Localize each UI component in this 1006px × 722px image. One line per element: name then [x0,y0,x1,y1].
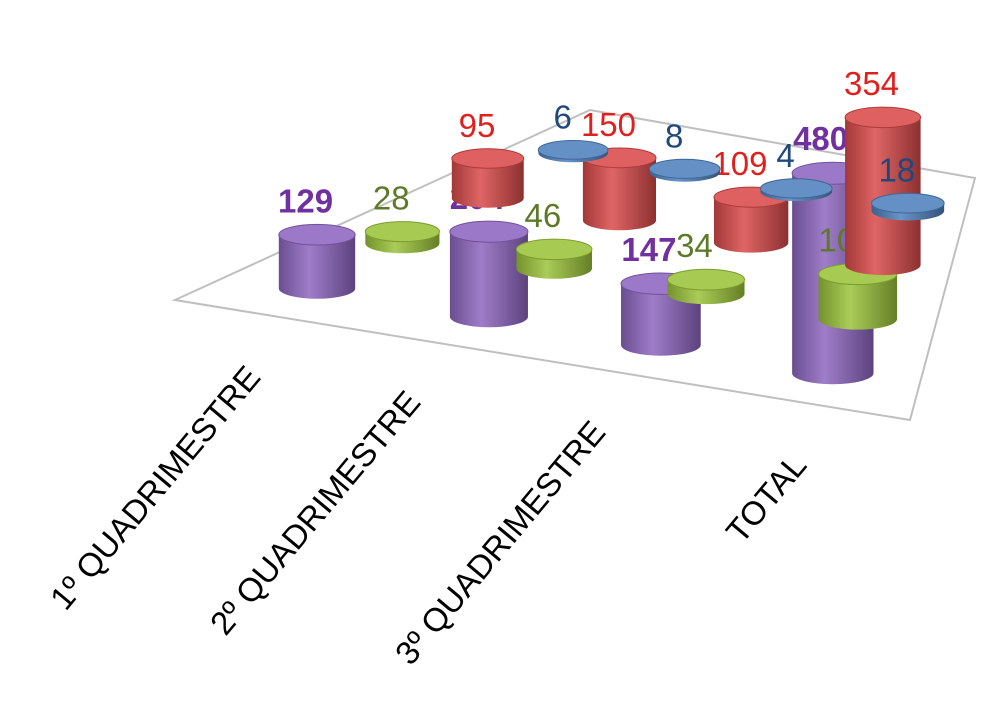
category-label-1: 1º QUADRIMESTRE [43,359,268,617]
cylinder-series-3-cat-3 [666,268,746,305]
cylinder-series-1-cat-1 [537,139,609,163]
cylinder-top [648,158,721,179]
cylinder-series-1-cat-4 [871,192,945,221]
data-label-series-1-cat-3: 4 [776,137,794,174]
category-label-4: TOTAL [719,447,814,550]
cylinder-body [818,274,898,330]
cylinder-top [537,139,609,160]
data-label-series-1-cat-2: 8 [665,117,683,154]
data-label-series-4-cat-3: 147 [621,231,676,268]
data-label-series-3-cat-1: 28 [373,180,410,217]
cylinder-top [278,223,356,246]
category-label-2: 2º QUADRIMESTRE [203,384,428,642]
data-label-series-4-cat-1: 129 [278,182,333,219]
cylinder-series-3-cat-1 [364,221,440,254]
data-label-series-3-cat-2: 46 [524,197,561,234]
cylinder-body [582,157,657,231]
cylinder-top [871,192,945,214]
data-label-series-2-cat-3: 109 [712,145,767,182]
data-label-series-2-cat-1: 95 [459,107,496,144]
data-label-series-2-cat-4: 354 [844,65,899,102]
cylinder-body [621,283,701,356]
cylinder-top [364,221,440,243]
cylinder-series-4-cat-1 [278,223,356,299]
cylinder-top [666,268,746,291]
cylinder-top [451,148,525,169]
data-label-series-4-cat-4: 480 [793,120,848,157]
cylinder-series-2-cat-4 [844,106,922,276]
data-label-series-2-cat-2: 150 [581,106,636,143]
cylinder-series-4-cat-2 [449,220,529,328]
chart-marks: 1292041474802846341089515010935468418 [278,65,945,385]
cylinder-top [515,238,593,261]
data-label-series-1-cat-1: 6 [554,98,572,135]
category-label-3: 3º QUADRIMESTRE [388,414,613,672]
cylinder-series-1-cat-2 [648,158,721,182]
data-label-series-3-cat-3: 34 [676,227,713,264]
cylinder-top [844,106,922,129]
cylinder-series-1-cat-3 [759,178,833,202]
category-labels: 1º QUADRIMESTRE 2º QUADRIMESTRE 3º QUADR… [43,359,814,672]
cylinder-top [449,220,529,243]
cylinder-body [449,231,528,328]
cylinder-top [759,178,833,199]
cylinder-series-3-cat-2 [515,238,593,279]
cylinder-body [713,197,789,253]
cylinder-body [278,234,356,299]
cylinder-body [451,158,524,208]
data-label-series-1-cat-4: 18 [879,151,916,188]
cylinder-series-2-cat-1 [451,148,525,208]
